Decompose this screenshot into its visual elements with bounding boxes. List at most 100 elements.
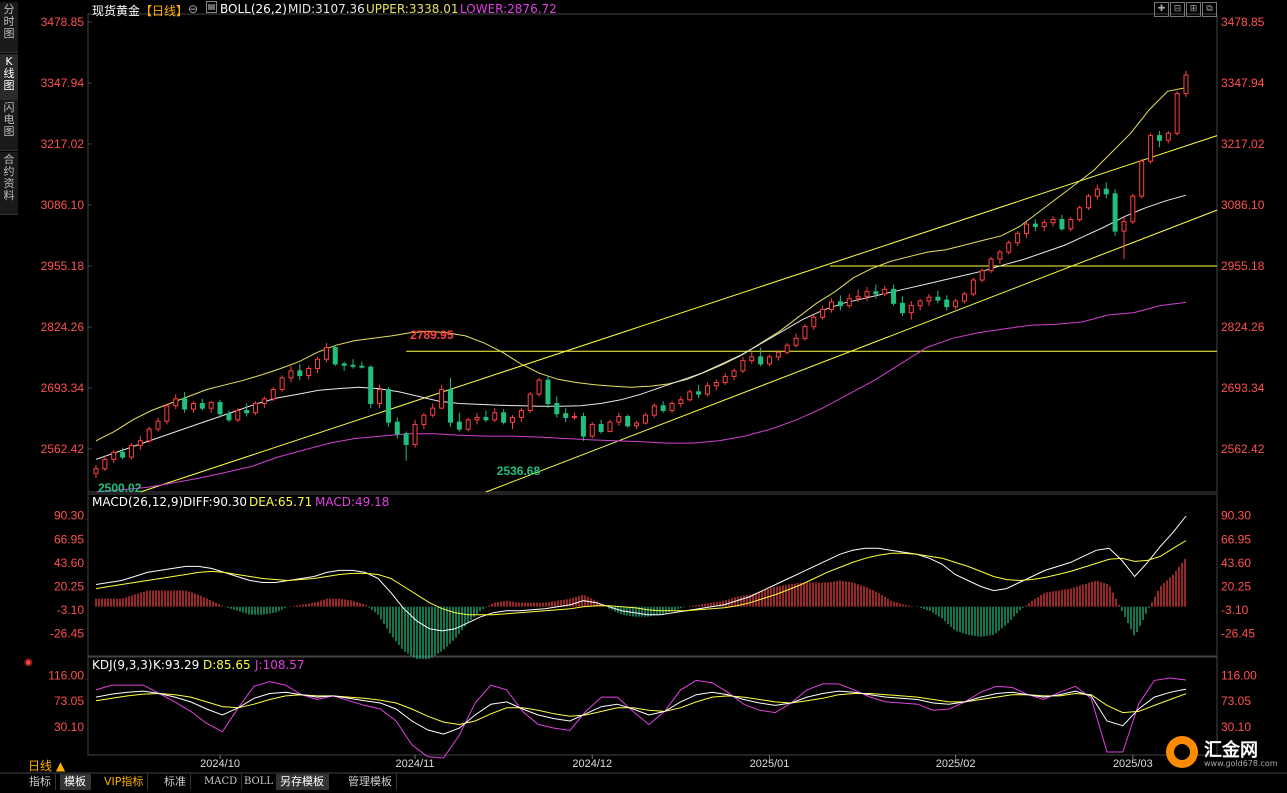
tab-standard[interactable]: 标准	[160, 774, 191, 790]
candle-body	[270, 389, 276, 400]
macd-tick-left: 66.95	[54, 532, 84, 546]
boll-lower: LOWER:2876.72	[460, 2, 557, 16]
kdj-panel-frame	[87, 656, 1218, 756]
tab-indicator[interactable]: 指标	[25, 774, 56, 790]
price-tick-left: 2824.26	[41, 320, 85, 334]
candle-body	[510, 416, 516, 423]
candle-body	[527, 393, 533, 411]
candle-body	[882, 288, 888, 295]
candle-body	[660, 405, 666, 411]
kdj-d: D:85.65	[203, 658, 251, 672]
candle-body	[598, 423, 604, 432]
tab-boll[interactable]: BOLL	[240, 774, 279, 790]
x-axis-label: 2024/11	[396, 758, 435, 770]
tab-macd[interactable]: MACD	[200, 774, 243, 790]
x-axis-label: 2025/03	[1113, 758, 1153, 770]
candle-body	[536, 379, 542, 395]
macd-tick-right: 43.60	[1221, 556, 1251, 570]
candle-body	[642, 414, 648, 424]
candle-body	[696, 391, 702, 395]
candle-body	[979, 270, 985, 281]
candle-body	[899, 302, 905, 314]
macd-tick-left: 20.25	[54, 579, 84, 593]
macd-tick-right: 90.30	[1221, 509, 1251, 523]
macd-tick-left: -3.10	[57, 603, 85, 617]
annotation-high-2789: 2789.95	[410, 328, 454, 342]
candle-body	[651, 405, 657, 416]
candle-body	[1077, 207, 1083, 220]
macd-tick-right: 20.25	[1221, 579, 1251, 593]
candle-body	[988, 258, 994, 272]
candle-body	[306, 368, 312, 377]
settings-icon[interactable]: ⊖	[188, 2, 199, 16]
candle-body	[323, 347, 329, 360]
candle-body	[403, 433, 409, 445]
candle-body	[1094, 188, 1100, 197]
candle-body	[846, 298, 852, 307]
zoom-out-icon[interactable]: ⊟	[1170, 2, 1185, 17]
sidebar-tab-timeshare[interactable]: 分时图	[0, 2, 18, 53]
price-tick-right: 3347.94	[1221, 76, 1265, 90]
candle-body	[501, 412, 507, 423]
macd-tick-right: -3.10	[1221, 603, 1249, 617]
period-button[interactable]: 日线 ▲	[28, 759, 66, 773]
candle-body	[1032, 223, 1038, 227]
kdj-tick-left: 116.00	[48, 669, 84, 683]
sidebar-tab-contract-info[interactable]: 合约资料	[0, 152, 18, 215]
candle-body	[722, 375, 728, 384]
restore-icon[interactable]: ⧉	[1202, 2, 1217, 17]
candle-body	[1086, 195, 1092, 209]
kdj-j-line	[95, 677, 1187, 759]
candle-body	[1015, 232, 1021, 244]
candle-body	[128, 444, 134, 458]
candle-body	[855, 295, 861, 300]
indicator-toggle-icon[interactable]: ▤	[206, 1, 217, 13]
candle-body	[190, 402, 196, 410]
macd-tick-left: -26.45	[50, 626, 84, 640]
tab-vip-indicator[interactable]: VIP指标	[100, 774, 149, 790]
candle-body	[775, 351, 781, 358]
kdj-tick-right: 30.10	[1221, 720, 1251, 734]
sidebar-tab-flash[interactable]: 闪电图	[0, 100, 18, 151]
candle-body	[155, 420, 161, 430]
candle-body	[713, 382, 719, 387]
candle-body	[492, 412, 498, 421]
candle-body	[385, 389, 391, 423]
kdj-tick-left: 73.05	[54, 694, 84, 708]
candle-body	[970, 279, 976, 295]
macd-value: MACD:49.18	[315, 495, 390, 509]
candle-body	[235, 409, 241, 421]
candle-body	[731, 370, 737, 377]
candle-body	[518, 409, 524, 418]
logo-name: 汇金网	[1204, 740, 1258, 761]
candle-body	[678, 399, 684, 404]
tab-manage-template[interactable]: 管理模板	[344, 774, 397, 790]
candle-body	[1041, 222, 1047, 227]
candle-body	[1121, 221, 1127, 232]
kdj-tick-right: 73.05	[1221, 694, 1251, 708]
annotation-low-2536: 2536.68	[497, 464, 541, 478]
crosshair-icon[interactable]: ✚	[1154, 2, 1169, 17]
annotation-low-2500: 2500.02	[98, 481, 142, 495]
candle-body	[829, 301, 835, 310]
candle-body	[563, 413, 569, 418]
candle-body	[253, 402, 259, 414]
boll-upper-line	[95, 87, 1187, 442]
macd-dea: DEA:65.71	[249, 495, 313, 509]
zoom-in-icon[interactable]: ⊞	[1186, 2, 1201, 17]
tab-save-template[interactable]: 另存模板	[276, 774, 329, 790]
candle-body	[182, 398, 188, 410]
kdj-k-line	[95, 688, 1187, 735]
boll-mid-line	[95, 194, 1187, 460]
candle-body	[217, 402, 223, 415]
kdj-j: J:108.57	[255, 658, 305, 672]
sidebar-tab-kline[interactable]: K线图	[0, 54, 18, 101]
candle-body	[261, 398, 267, 404]
price-tick-left: 3086.10	[41, 198, 85, 212]
candle-body	[394, 421, 400, 435]
tab-template[interactable]: 模板	[60, 774, 91, 790]
candle-body	[1139, 160, 1145, 197]
price-tick-right: 2824.26	[1221, 320, 1265, 334]
